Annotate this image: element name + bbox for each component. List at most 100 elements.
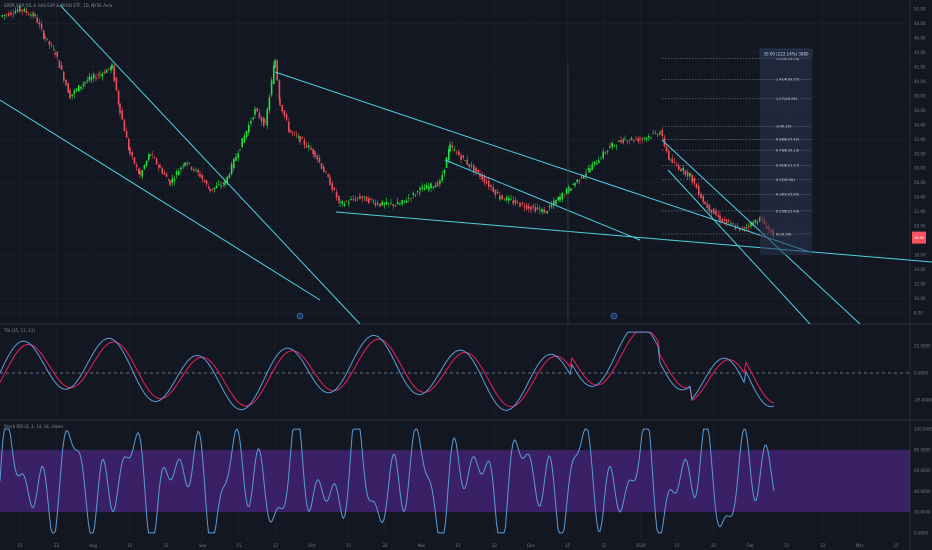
- candle-body: [748, 226, 750, 228]
- candle-body: [128, 138, 130, 150]
- candle-body: [348, 202, 350, 204]
- candle-body: [680, 168, 682, 171]
- y-tick-label: 46.00: [914, 36, 926, 41]
- stoch-y-tick-label: 80.0000: [914, 447, 931, 452]
- candle-body: [519, 202, 521, 207]
- candle-body: [254, 108, 256, 115]
- candle-body: [700, 193, 702, 199]
- candle-body: [693, 178, 696, 184]
- candle-body: [308, 145, 310, 148]
- candle-body: [129, 147, 131, 154]
- candle-body: [28, 13, 30, 16]
- symbol-title: SPDR S&P OIL & GAS EXP & PROD ETF, 1D, N…: [4, 3, 113, 8]
- fib-level-label: 0.618(31.27): [776, 164, 800, 168]
- candle-body: [260, 117, 263, 122]
- candle-body: [595, 162, 598, 165]
- candle-body: [305, 145, 308, 148]
- candle-body: [211, 188, 213, 190]
- candle-body: [32, 12, 34, 17]
- x-tick-label: Dec: [527, 543, 535, 548]
- candle-body: [428, 186, 430, 190]
- candle-body: [743, 227, 746, 229]
- candle-body: [19, 9, 21, 11]
- y-tick-label: 8.00: [914, 310, 923, 315]
- price-panel[interactable]: 1.618(54.26) 1.414(50.57) 1.27(48.26) 1(45.…: [0, 4, 932, 325]
- candle-body: [222, 183, 224, 185]
- x-tick-label: 15: [784, 543, 790, 548]
- candle-body: [34, 14, 36, 16]
- candle-body: [488, 180, 490, 187]
- candle-body: [451, 145, 453, 148]
- candle-body: [65, 79, 67, 86]
- x-tick-label: Feb: [746, 543, 754, 548]
- y-tick-label: 36.00: [914, 108, 926, 113]
- candle-body: [103, 72, 106, 74]
- candle-body: [414, 194, 417, 196]
- candle-body: [561, 193, 563, 200]
- candle-body: [1, 15, 3, 17]
- candle-body: [654, 132, 657, 134]
- candle-body: [125, 131, 128, 138]
- candle-body: [303, 140, 306, 145]
- candle-body: [205, 180, 208, 184]
- candle-body: [78, 85, 80, 92]
- candle-body: [669, 158, 671, 160]
- candle-body: [188, 162, 191, 164]
- candle-body: [184, 162, 186, 166]
- candle-body: [460, 155, 462, 160]
- candle-body: [665, 146, 668, 152]
- candle-body: [645, 137, 648, 140]
- candle-body: [30, 15, 32, 16]
- candle-body: [248, 124, 250, 133]
- candle-body: [182, 165, 184, 167]
- candle-body: [439, 180, 441, 183]
- candle-body: [470, 165, 473, 167]
- candle-body: [139, 171, 141, 175]
- candle-body: [675, 164, 678, 166]
- x-tick-label: 22: [711, 543, 717, 548]
- candle-body: [50, 44, 53, 46]
- candle-body: [301, 137, 303, 139]
- candle-body: [350, 199, 352, 201]
- stoch-y-tick-label: 100.0000: [914, 427, 932, 432]
- candle-body: [425, 185, 428, 189]
- stoch-rsi-panel[interactable]: [0, 428, 910, 534]
- candle-body: [704, 201, 706, 205]
- candle-body: [153, 157, 156, 159]
- x-tick-label: 15: [674, 543, 680, 548]
- candle-body: [148, 154, 150, 160]
- candle-body: [56, 51, 58, 57]
- candle-body: [698, 186, 700, 196]
- candle-body: [585, 173, 587, 176]
- candle-body: [589, 168, 591, 173]
- candle-body: [539, 209, 541, 210]
- candle-body: [93, 74, 95, 79]
- candle-body: [385, 201, 388, 205]
- x-tick-label: 22: [273, 543, 279, 548]
- tsi-panel[interactable]: [0, 331, 910, 411]
- candle-body: [630, 138, 633, 140]
- candle-body: [508, 197, 510, 201]
- candle-body: [331, 183, 333, 190]
- candle-body: [410, 198, 412, 199]
- candle-body: [155, 158, 158, 165]
- stoch-y-tick-label: 20.0000: [914, 510, 931, 515]
- candle-body: [563, 194, 566, 196]
- x-tick-label: 22: [382, 543, 388, 548]
- y-tick-label: 12.00: [914, 281, 926, 286]
- candle-body: [689, 173, 691, 175]
- candle-body: [195, 169, 197, 171]
- candle-body: [138, 169, 140, 174]
- candle-body: [268, 97, 271, 111]
- candle-body: [656, 134, 659, 136]
- candle-body: [721, 219, 723, 222]
- candle-body: [521, 203, 523, 205]
- tsi-signal-line: [0, 331, 775, 408]
- candle-body: [80, 86, 82, 89]
- candle-body: [25, 10, 28, 13]
- y-tick-label: 50.00: [914, 7, 926, 12]
- candle-body: [40, 24, 43, 29]
- candle-body: [550, 204, 553, 207]
